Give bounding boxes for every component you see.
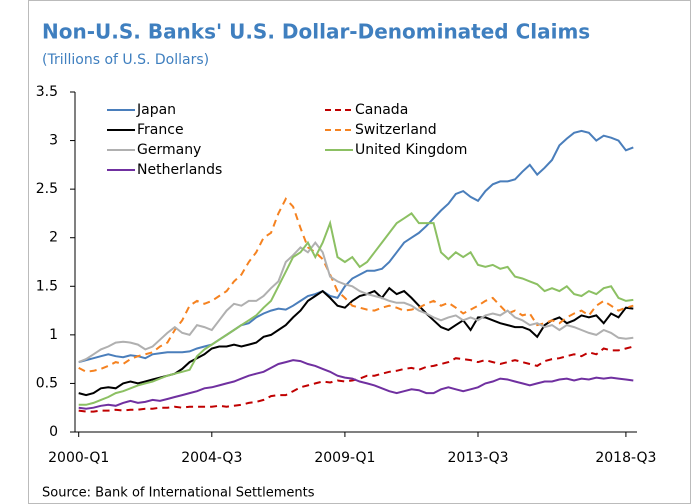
legend-label: Germany bbox=[137, 142, 201, 158]
legend-label: Switzerland bbox=[355, 122, 437, 138]
y-tick-label: 2 bbox=[49, 230, 58, 246]
series-line bbox=[78, 359, 634, 410]
y-tick-label: 0.5 bbox=[36, 375, 58, 391]
x-tick-label: 2018-Q3 bbox=[595, 450, 656, 466]
series-line bbox=[78, 129, 634, 364]
y-tick-label: 2.5 bbox=[36, 181, 58, 197]
y-tick-label: 1.5 bbox=[36, 278, 58, 294]
y-tick-label: 3.5 bbox=[36, 84, 58, 100]
legend-label: France bbox=[137, 122, 184, 138]
series-line bbox=[78, 240, 634, 364]
legend-label: Netherlands bbox=[137, 162, 222, 178]
legend-label: Japan bbox=[136, 102, 176, 118]
legend-label: United Kingdom bbox=[355, 142, 467, 158]
y-tick-label: 0 bbox=[49, 424, 58, 440]
y-tick-label: 3 bbox=[49, 133, 58, 149]
x-tick-label: 2013-Q3 bbox=[447, 450, 508, 466]
series-line bbox=[78, 197, 634, 373]
legend-label: Canada bbox=[355, 102, 408, 118]
frame bbox=[28, 0, 691, 504]
x-tick-label: 2009-Q1 bbox=[314, 450, 375, 466]
x-tick-label: 2004-Q3 bbox=[181, 450, 242, 466]
source: Source: Bank of International Settlement… bbox=[42, 486, 315, 501]
x-tick-label: 2000-Q1 bbox=[48, 450, 109, 466]
y-tick-label: 1 bbox=[49, 327, 58, 343]
chart-title: Non-U.S. Banks' U.S. Dollar-Denominated … bbox=[42, 20, 590, 44]
series-line bbox=[78, 212, 634, 406]
chart-subtitle: (Trillions of U.S. Dollars) bbox=[42, 52, 209, 68]
